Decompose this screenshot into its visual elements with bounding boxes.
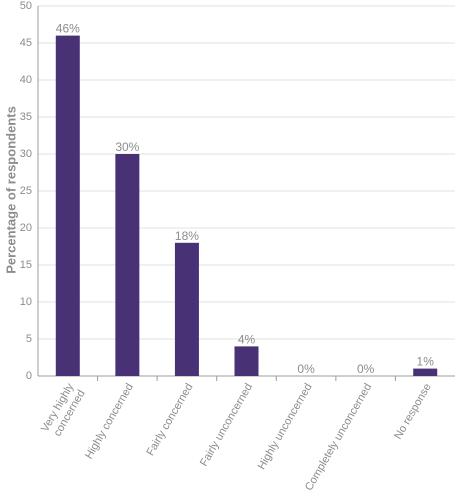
y-tick-label: 15	[20, 259, 32, 271]
x-tick-label: No response	[392, 382, 434, 442]
bar	[55, 35, 80, 376]
x-tick-label: Highly concerned	[83, 382, 136, 462]
data-label: 46%	[56, 22, 80, 36]
y-tick-labels: 0 5 10 15 20 25 30 35 40 45 50	[20, 0, 32, 382]
y-tick-label: 30	[20, 148, 32, 160]
y-tick-label: 25	[20, 185, 32, 197]
data-label: 0%	[297, 362, 315, 376]
y-axis-label: Percentage of respondents	[3, 106, 18, 274]
y-tick-label: 0	[26, 370, 32, 382]
x-tick-label: Very highlyconcerned	[39, 381, 88, 441]
x-tick-label: Fairly unconcerned	[198, 382, 255, 469]
bar	[174, 242, 199, 376]
bars	[55, 35, 438, 376]
x-tick-label: Fairly concerned	[144, 382, 195, 458]
x-tick-label-line: Highly unconcerned	[256, 382, 315, 472]
bar	[234, 346, 259, 376]
data-label: 4%	[238, 332, 256, 346]
y-tick-label: 45	[20, 37, 32, 49]
y-tick-label: 50	[20, 0, 32, 12]
x-tick-label: Completely unconcerned	[303, 382, 374, 493]
data-label: 18%	[175, 229, 199, 243]
grid-lines	[38, 5, 455, 340]
axes	[37, 6, 455, 381]
y-tick-label: 10	[20, 296, 32, 308]
data-label: 0%	[357, 362, 375, 376]
bar	[115, 154, 140, 376]
x-tick-label: Highly unconcerned	[256, 382, 315, 472]
y-tick-label: 20	[20, 222, 32, 234]
data-labels: 46% 30% 18% 4% 0% 0% 1%	[56, 22, 434, 376]
x-tick-label-line: Fairly concerned	[144, 382, 195, 458]
bar	[413, 368, 438, 376]
data-label: 30%	[115, 140, 139, 154]
y-tick-label: 40	[20, 74, 32, 86]
y-tick-label: 35	[20, 111, 32, 123]
x-tick-label-line: No response	[392, 382, 434, 442]
x-tick-label-line: Fairly unconcerned	[198, 382, 255, 469]
x-tick-label-line: Highly concerned	[83, 382, 136, 462]
x-tick-label-line: Completely unconcerned	[303, 382, 374, 493]
y-tick-label: 5	[26, 333, 32, 345]
data-label: 1%	[417, 355, 435, 369]
